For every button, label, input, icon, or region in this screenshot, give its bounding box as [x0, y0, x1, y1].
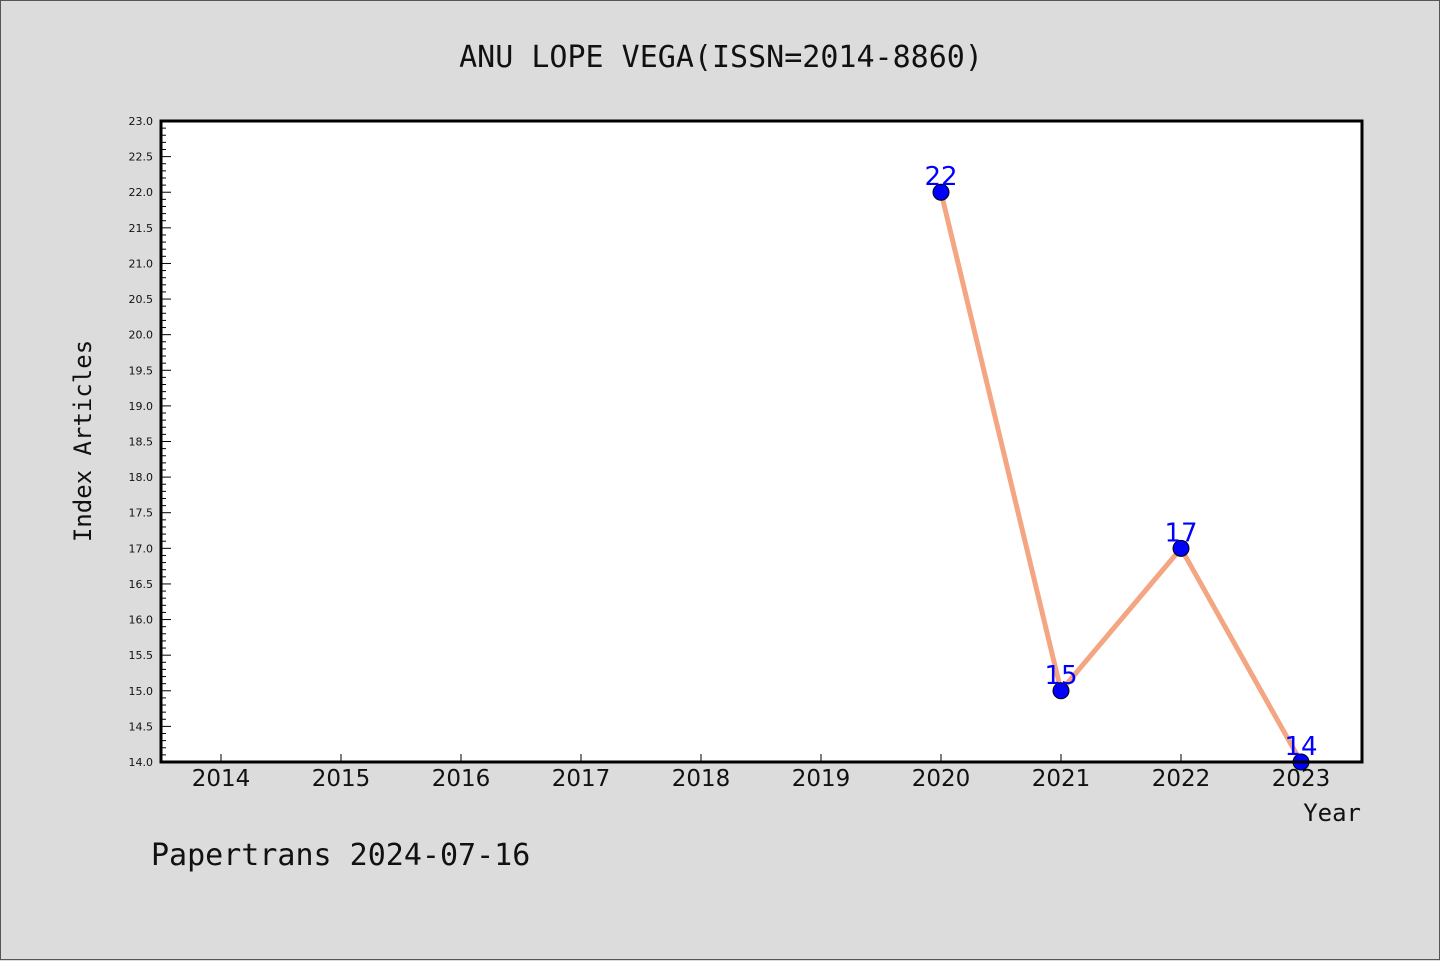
chart-title: ANU LOPE VEGA(ISSN=2014-8860)	[459, 40, 983, 75]
x-tick-label: 2020	[912, 766, 971, 792]
y-tick-label: 19.0	[129, 400, 154, 413]
y-tick-label: 21.0	[129, 257, 154, 270]
y-tick-label: 17.0	[129, 542, 154, 555]
data-point	[1052, 682, 1070, 700]
y-tick-label: 19.5	[129, 364, 154, 377]
y-tick-label: 22.5	[129, 151, 154, 164]
y-tick-label: 18.0	[129, 471, 154, 484]
data-label: 17	[1164, 518, 1197, 548]
y-tick-label: 15.0	[129, 685, 154, 698]
series-line	[938, 191, 1304, 764]
y-tick-label: 14.0	[129, 756, 154, 769]
y-tick-label: 16.5	[129, 578, 154, 591]
y-tick-label: 21.5	[129, 222, 154, 235]
y-tick-label: 16.0	[129, 614, 154, 627]
y-tick-label: 15.5	[129, 649, 154, 662]
x-tick-label: 2022	[1152, 766, 1211, 792]
y-tick-label: 18.5	[129, 436, 154, 449]
y-tick-label: 20.0	[129, 329, 154, 342]
footer-text: Papertrans 2024-07-16	[151, 838, 530, 873]
plot-frame	[159, 119, 1364, 764]
x-tick-label: 2018	[672, 766, 731, 792]
y-tick-label: 20.5	[129, 293, 154, 306]
data-label: 15	[1044, 661, 1077, 691]
data-point	[1172, 539, 1190, 557]
x-tick-label: 2017	[552, 766, 611, 792]
y-axis-title: Index Articles	[69, 340, 97, 542]
series: 22 15 17 14	[924, 162, 1318, 771]
y-tick-label: 23.0	[129, 115, 154, 128]
data-label: 14	[1284, 732, 1317, 762]
x-tick-label: 2014	[192, 766, 251, 792]
x-axis: 2014 2015 2016 2017 2018 2019 2020 2021 2022 2023	[192, 754, 1330, 792]
x-tick-label: 2015	[312, 766, 371, 792]
y-tick-label: 14.5	[129, 720, 154, 733]
x-tick-label: 2016	[432, 766, 491, 792]
data-point	[932, 183, 950, 201]
plot-area	[161, 121, 1362, 762]
x-tick-label: 2021	[1032, 766, 1091, 792]
x-axis-title: Year	[1303, 799, 1361, 827]
x-tick-label: 2019	[792, 766, 851, 792]
y-tick-label: 17.5	[129, 507, 154, 520]
data-label: 22	[924, 162, 957, 192]
y-tick-label: 22.0	[129, 186, 154, 199]
